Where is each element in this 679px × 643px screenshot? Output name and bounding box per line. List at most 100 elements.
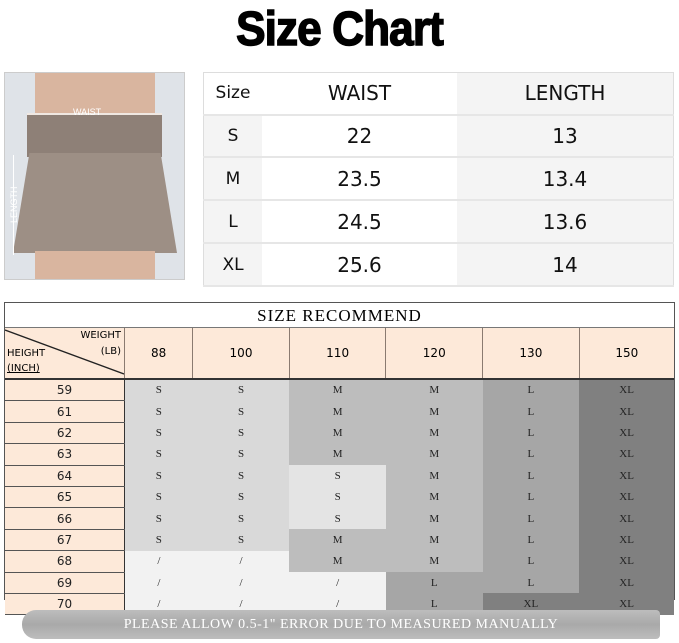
size-recommend-cell: S [192,486,290,508]
length-cell: 13.4 [457,157,674,202]
size-recommend-cell: M [289,422,386,444]
corner-header: WEIGHT (LB) HEIGHT (INCH) [5,328,125,380]
size-recommend-cell: S [289,465,386,487]
recommend-row: 64 S S S M L XL [5,465,674,487]
size-row: S 22 13 [203,114,674,159]
size-recommend-cell: XL [579,507,674,530]
waist-cell: 22 [262,114,457,159]
height-cell: 70 [5,593,125,616]
size-recommend-cell: / [124,572,193,594]
weight-unit: (LB) [100,346,121,357]
product-photo: WAIST LENGTH [4,72,185,280]
height-cell: 67 [5,529,125,552]
size-recommend-cell: L [482,507,580,530]
waist-cell: 25.6 [262,243,457,287]
size-recommend-cell: XL [482,593,580,615]
size-recommend-cell: M [385,379,483,401]
size-recommend-cell: S [192,529,290,551]
recommend-row: 61 S S M M L XL [5,400,674,423]
size-recommend-cell: M [289,529,386,551]
size-recommend-cell: L [482,529,580,551]
size-recommend-cell: S [192,379,290,401]
size-recommend-cell: / [192,593,290,615]
size-recommend-cell: S [124,400,193,423]
size-cell: S [203,114,262,159]
recommend-row: 63 S S M M L XL [5,443,674,466]
header-length: LENGTH [457,72,674,116]
height-cell: 68 [5,550,125,573]
size-recommend-cell: M [385,529,483,551]
recommend-row: 59 S S M M L XL [5,379,674,402]
size-recommend-cell: S [124,379,193,401]
header-waist: WAIST [262,72,457,116]
length-cell: 13.6 [457,200,674,245]
size-recommend-cell: S [124,465,193,487]
recommend-row: 68// M M L XL [5,550,674,573]
size-recommend-cell: XL [579,422,674,444]
size-recommend-cell: / [124,593,193,615]
recommend-row: 66 S S S M L XL [5,507,674,530]
weight-header: 150 [578,328,674,380]
height-cell: 61 [5,400,125,423]
size-cell: L [203,200,262,245]
weight-label: WEIGHT [80,330,121,341]
length-cell: 13 [457,114,674,159]
height-cell: 66 [5,507,125,530]
height-cell: 64 [5,465,125,487]
recommend-row: 67 S S M M L XL [5,529,674,552]
recommend-row: 70// / L XL XL [5,593,674,616]
recommend-row: 62 S S M M L XL [5,422,674,445]
header-size: Size [203,72,262,116]
size-recommend-cell: S [124,486,193,508]
size-recommend-cell: M [385,507,483,530]
size-recommend-cell: XL [579,443,674,466]
weight-header: 130 [482,328,580,380]
weight-header: 100 [192,328,290,380]
size-recommend-cell: XL [579,400,674,423]
size-recommend-cell: XL [579,379,674,401]
size-row: XL 25.6 14 [203,243,674,287]
size-recommend-cell: L [482,379,580,401]
size-recommend-cell: S [192,443,290,466]
size-recommend-table: SIZE RECOMMEND WEIGHT (LB) HEIGHT (INCH)… [4,302,675,616]
height-cell: 59 [5,379,125,402]
size-recommend-cell: S [192,422,290,444]
size-recommend-cell: M [385,400,483,423]
size-recommend-cell: L [482,572,580,594]
weight-header: 88 [123,328,193,380]
size-recommend-cell: L [385,572,483,594]
size-recommend-cell: / [192,550,290,573]
size-recommend-cell: M [385,465,483,487]
size-recommend-cell: L [385,593,483,615]
size-recommend-cell: XL [579,486,674,508]
size-recommend-cell: L [482,443,580,466]
size-recommend-cell: XL [579,572,674,594]
waist-cell: 23.5 [262,157,457,202]
length-cell: 14 [457,243,674,287]
size-recommend-cell: XL [579,465,674,487]
size-recommend-cell: L [482,422,580,444]
size-recommend-cell: XL [579,593,674,615]
size-recommend-cell: L [482,400,580,423]
size-recommend-cell: / [192,572,290,594]
size-recommend-cell: S [124,443,193,466]
size-recommend-cell: L [482,486,580,508]
page-title: Size Chart [235,2,444,57]
size-recommend-cell: M [289,379,386,401]
size-recommend-cell: S [289,507,386,530]
size-recommend-cell: L [482,550,580,573]
size-recommend-cell: M [385,422,483,444]
height-cell: 63 [5,443,125,466]
size-recommend-cell: S [124,507,193,530]
size-recommend-cell: S [289,486,386,508]
size-recommend-cell: / [289,572,386,594]
recommend-row: 69// / L L XL [5,572,674,594]
height-unit: (INCH) [7,363,40,374]
length-label: LENGTH [9,186,19,223]
size-recommend-cell: M [385,550,483,573]
size-recommend-cell: M [289,550,386,573]
recommend-row: 65 S S S M L XL [5,486,674,509]
size-recommend-cell: / [124,550,193,573]
height-label: HEIGHT [7,348,46,359]
weight-header: 110 [288,328,386,380]
